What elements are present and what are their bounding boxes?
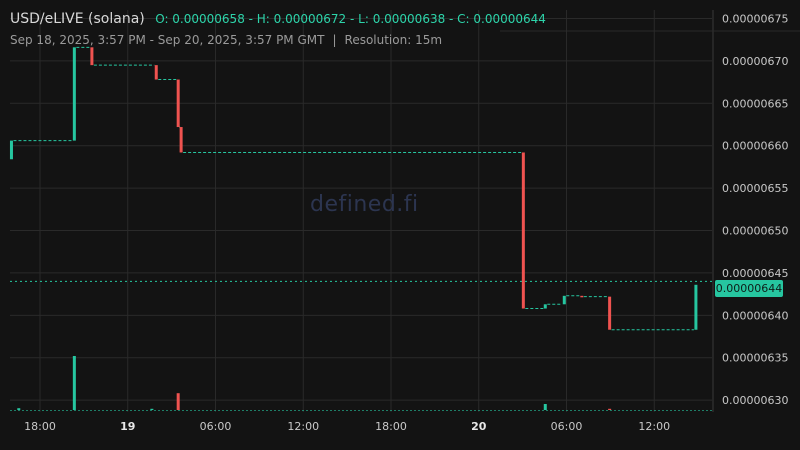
ohlc-readout: O: 0.00000658 - H: 0.00000672 - L: 0.000… xyxy=(155,12,546,26)
volume-bar xyxy=(543,404,547,410)
last-price-tag: 0.00000644 xyxy=(715,280,783,297)
date-range-label: Sep 18, 2025, 3:57 PM - Sep 20, 2025, 3:… xyxy=(10,33,325,47)
candle xyxy=(179,127,183,153)
x-tick-label: 12:00 xyxy=(287,420,319,433)
candle xyxy=(176,79,180,128)
y-tick-label: 0.00000655 xyxy=(722,182,788,195)
candle xyxy=(154,65,158,80)
candle xyxy=(521,152,525,309)
x-tick-label: 19 xyxy=(120,420,135,433)
x-tick-label: 18:00 xyxy=(24,420,56,433)
x-tick-label: 06:00 xyxy=(551,420,583,433)
watermark: defined.fi xyxy=(310,192,419,217)
candle xyxy=(9,140,13,160)
y-tick-label: 0.00000630 xyxy=(722,394,788,407)
volume-bar xyxy=(72,356,76,410)
y-tick-label: 0.00000675 xyxy=(722,12,788,25)
y-tick-label: 0.00000635 xyxy=(722,352,788,365)
candle xyxy=(694,284,698,330)
y-tick-label: 0.00000645 xyxy=(722,267,788,280)
volume-bar xyxy=(176,393,180,410)
chart-header: USD/eLIVE (solana) O: 0.00000658 - H: 0.… xyxy=(10,11,546,27)
symbol-label: USD/eLIVE (solana) xyxy=(10,11,145,27)
y-tick-label: 0.00000665 xyxy=(722,97,788,110)
volume-bar xyxy=(608,408,612,410)
x-tick-label: 18:00 xyxy=(375,420,407,433)
y-tick-label: 0.00000640 xyxy=(722,309,788,322)
candle xyxy=(580,295,584,298)
candle xyxy=(608,296,612,330)
candle xyxy=(90,47,94,66)
x-tick-label: 06:00 xyxy=(200,420,232,433)
range-info: Sep 18, 2025, 3:57 PM - Sep 20, 2025, 3:… xyxy=(10,33,442,47)
volume-bar xyxy=(17,408,21,410)
separator: | xyxy=(332,33,337,47)
y-tick-label: 0.00000660 xyxy=(722,140,788,153)
x-tick-label: 20 xyxy=(471,420,487,433)
volume-bar xyxy=(150,408,154,410)
resolution-label: Resolution: 15m xyxy=(344,33,443,47)
candle xyxy=(543,304,547,309)
candle xyxy=(72,47,76,141)
x-tick-label: 12:00 xyxy=(638,420,670,433)
candle xyxy=(562,295,566,305)
y-tick-label: 0.00000650 xyxy=(722,225,788,238)
y-tick-label: 0.00000670 xyxy=(722,55,788,68)
